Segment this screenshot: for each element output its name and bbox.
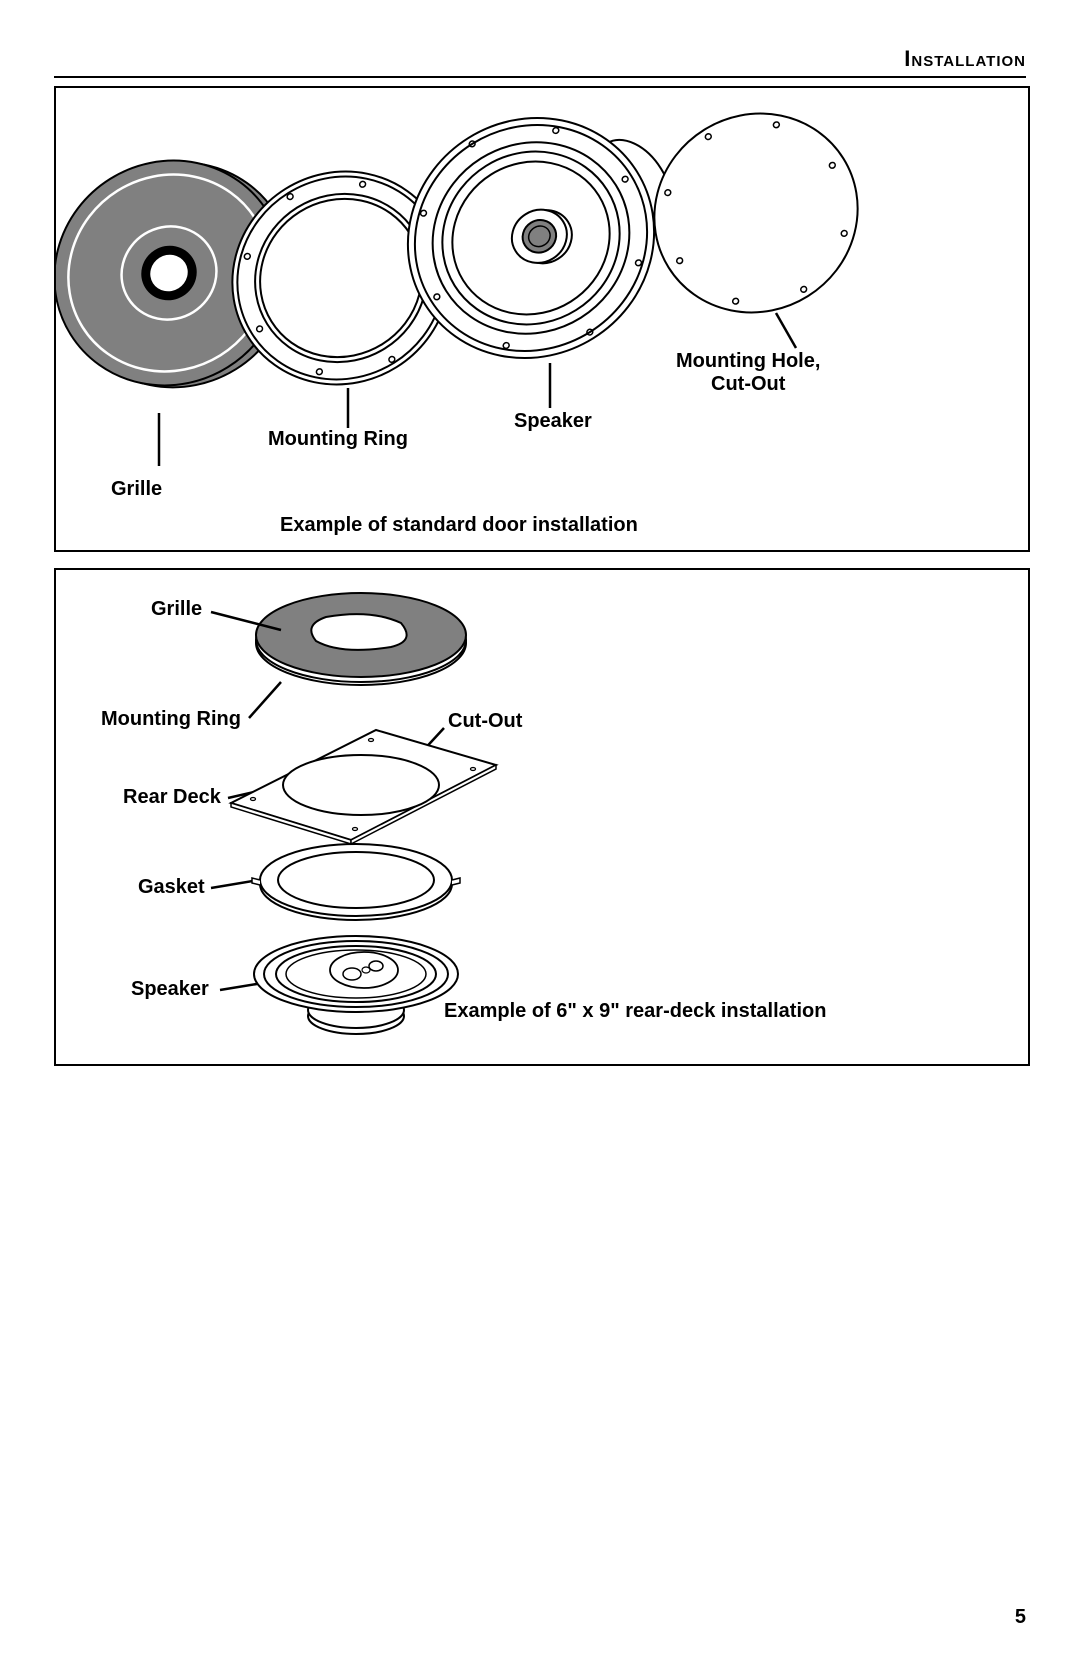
diagram-door-installation [56, 88, 1032, 554]
label2-rear-deck: Rear Deck [123, 786, 221, 809]
header-rule [54, 76, 1026, 78]
label2-grille: Grille [151, 598, 202, 621]
grille2-icon [256, 593, 466, 685]
label2-speaker: Speaker [131, 978, 209, 1001]
speaker-icon [362, 88, 699, 404]
page-header: Installation [904, 46, 1026, 72]
label2-mounting-ring: Mounting Ring [101, 708, 241, 731]
label-speaker: Speaker [514, 410, 592, 433]
reardeck-icon [231, 730, 496, 844]
caption-panel2: Example of 6" x 9" rear-deck installatio… [444, 1000, 826, 1023]
cutout-icon [617, 88, 896, 351]
panel-door-installation: Grille Mounting Ring Speaker Mounting Ho… [54, 86, 1030, 552]
caption-panel1: Example of standard door installation [280, 514, 638, 537]
label2-gasket: Gasket [138, 876, 205, 899]
page-number: 5 [1015, 1606, 1026, 1629]
speaker2-icon [254, 936, 458, 1034]
gasket-icon [252, 844, 460, 920]
label2-cutout: Cut-Out [448, 710, 522, 733]
label-grille: Grille [111, 478, 162, 501]
panel-rear-deck-installation: Grille Mounting Ring Cut-Out Rear Deck G… [54, 568, 1030, 1066]
label-mounting-hole: Mounting Hole, Cut-Out [676, 350, 820, 396]
label-mounting-ring: Mounting Ring [268, 428, 408, 451]
